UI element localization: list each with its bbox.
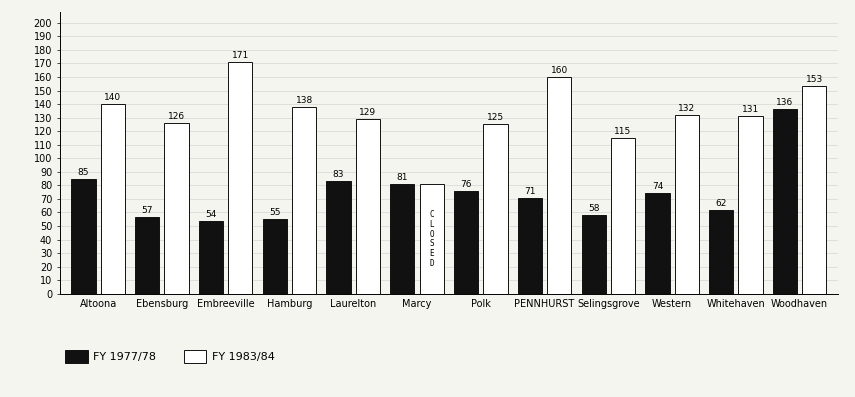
- Bar: [675, 115, 699, 294]
- Text: 54: 54: [205, 210, 216, 219]
- Text: 126: 126: [168, 112, 186, 121]
- Text: 131: 131: [742, 105, 759, 114]
- Bar: [581, 215, 605, 294]
- Bar: [610, 138, 635, 294]
- Bar: [135, 216, 159, 294]
- Text: 136: 136: [776, 98, 793, 108]
- Legend: FY 1977/78, FY 1983/84: FY 1977/78, FY 1983/84: [65, 350, 274, 363]
- Text: 115: 115: [615, 127, 632, 136]
- Bar: [199, 221, 223, 294]
- Bar: [709, 210, 734, 294]
- Bar: [646, 193, 669, 294]
- Text: 160: 160: [551, 66, 568, 75]
- Text: 57: 57: [141, 206, 153, 214]
- Text: 81: 81: [397, 173, 408, 182]
- Bar: [739, 116, 763, 294]
- Bar: [390, 184, 415, 294]
- Text: 83: 83: [333, 170, 345, 179]
- Text: 153: 153: [805, 75, 823, 85]
- Bar: [228, 62, 252, 294]
- Bar: [773, 110, 797, 294]
- Bar: [454, 191, 478, 294]
- Bar: [483, 124, 508, 294]
- Text: 129: 129: [359, 108, 376, 117]
- Text: 171: 171: [232, 51, 249, 60]
- Bar: [547, 77, 571, 294]
- Text: 76: 76: [460, 180, 472, 189]
- Bar: [802, 87, 827, 294]
- Bar: [262, 219, 287, 294]
- Text: 85: 85: [78, 168, 89, 177]
- Bar: [101, 104, 125, 294]
- Bar: [518, 198, 542, 294]
- Text: 140: 140: [104, 93, 121, 102]
- Bar: [164, 123, 189, 294]
- Text: 71: 71: [524, 187, 535, 196]
- Text: 74: 74: [652, 183, 663, 191]
- Text: 138: 138: [296, 96, 313, 105]
- Bar: [356, 119, 380, 294]
- Text: 132: 132: [678, 104, 695, 113]
- Text: 62: 62: [716, 199, 727, 208]
- Text: 58: 58: [588, 204, 599, 213]
- Text: 125: 125: [486, 114, 504, 122]
- Bar: [327, 181, 351, 294]
- Text: 55: 55: [269, 208, 280, 217]
- Bar: [71, 179, 96, 294]
- Text: C
L
O
S
E
D: C L O S E D: [429, 210, 434, 268]
- Bar: [420, 184, 444, 294]
- Bar: [292, 107, 316, 294]
